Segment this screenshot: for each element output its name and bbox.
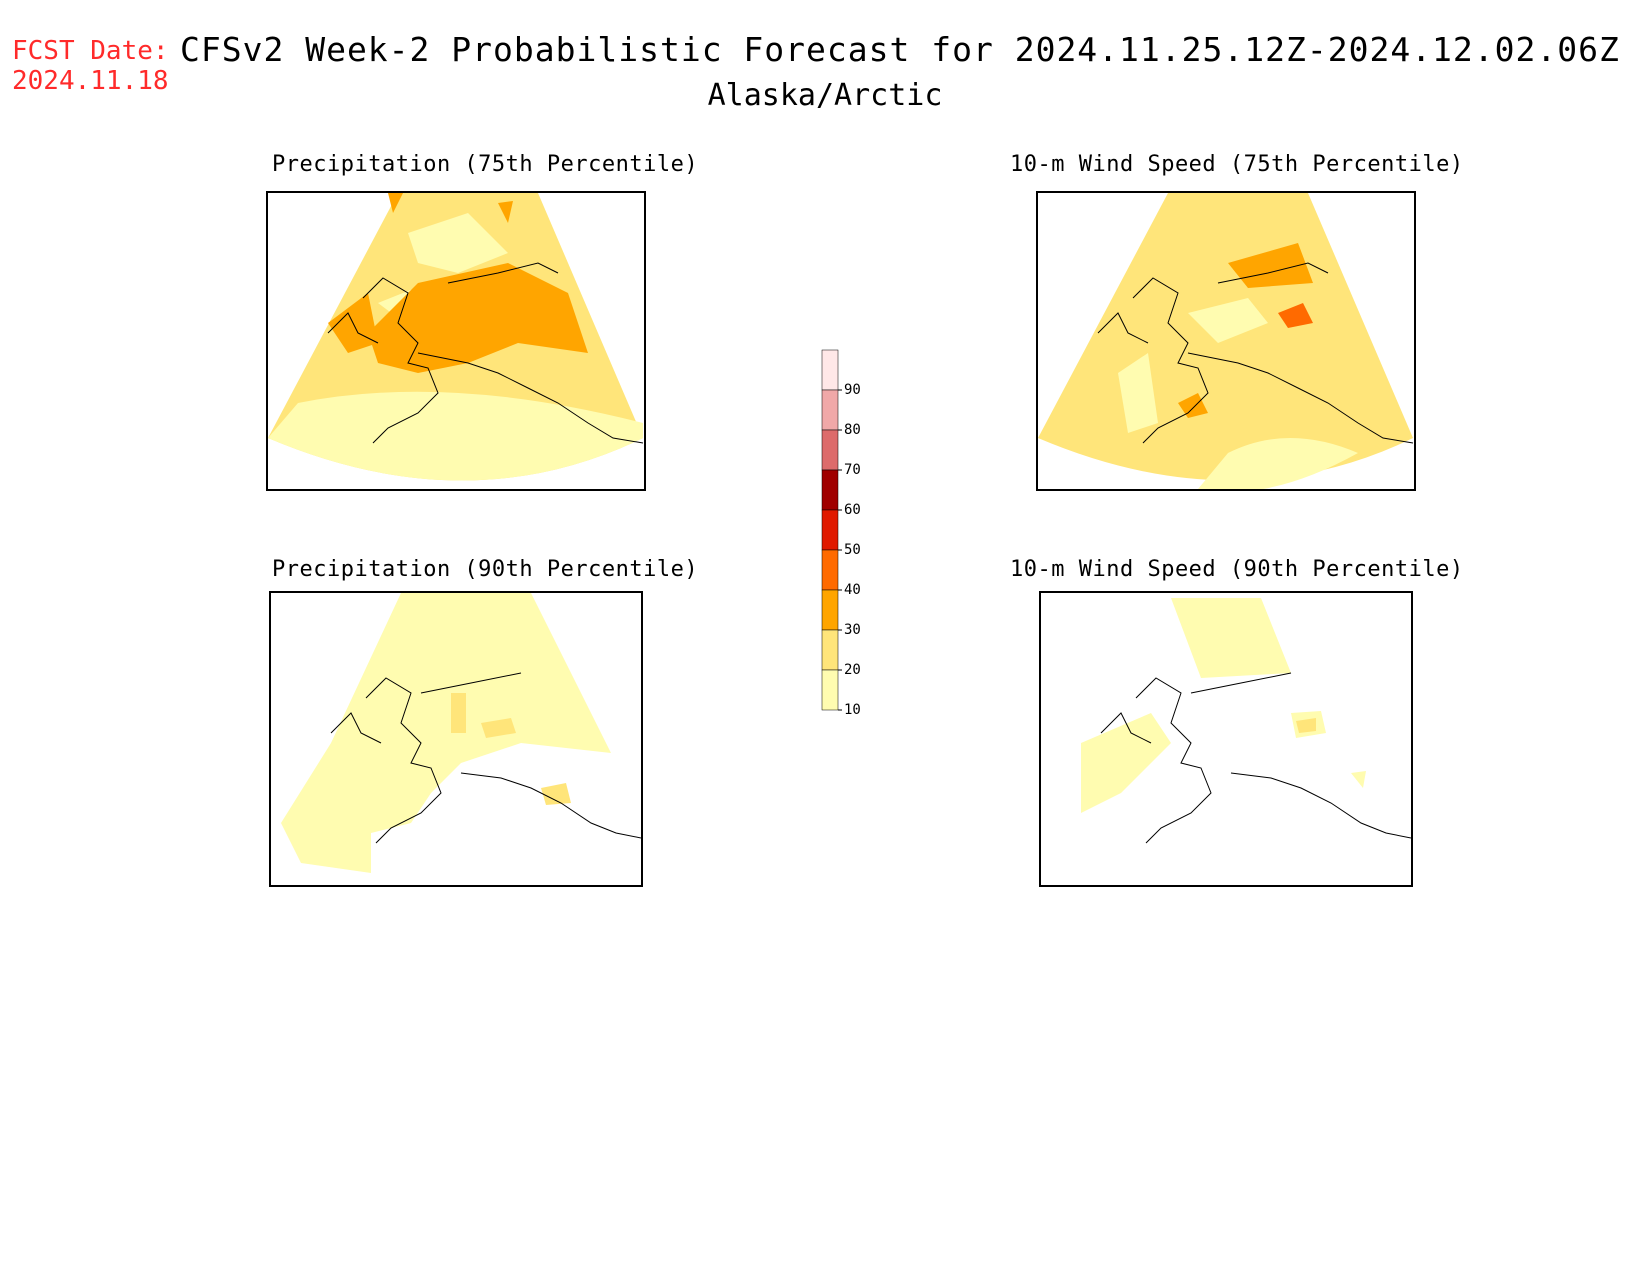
region-subtitle: Alaska/Arctic (707, 78, 943, 113)
legend-tick-label: 90 (844, 382, 861, 398)
legend-tick-label: 80 (844, 422, 861, 438)
panel-title-wind-90: 10-m Wind Speed (90th Percentile) (1010, 557, 1464, 582)
legend-tick-label: 20 (844, 662, 861, 678)
page-title: CFSv2 Week-2 Probabilistic Forecast for … (0, 30, 1650, 69)
forecast-date-value: 2024.11.18 (12, 66, 169, 96)
legend-tick-label: 30 (844, 622, 861, 638)
legend-swatch (821, 349, 839, 391)
legend-swatch (821, 549, 839, 591)
map-precip-90 (269, 591, 643, 887)
legend-tick-label: 40 (844, 582, 861, 598)
legend-swatch (821, 669, 839, 711)
legend-tick-label: 60 (844, 502, 861, 518)
forecast-date-label: FCST Date: (12, 36, 169, 66)
legend-swatch (821, 389, 839, 431)
panel-title-wind-75: 10-m Wind Speed (75th Percentile) (1010, 152, 1464, 177)
forecast-date-block: FCST Date: 2024.11.18 (12, 36, 169, 96)
legend-tick-label: 70 (844, 462, 861, 478)
legend-swatch (821, 469, 839, 511)
legend-swatch (821, 629, 839, 671)
legend-tick-label: 10 (844, 702, 861, 718)
legend-swatch (821, 589, 839, 631)
legend-swatch (821, 429, 839, 471)
legend-tick-label: 50 (844, 542, 861, 558)
title-text: CFSv2 Week-2 Probabilistic Forecast for … (180, 30, 1620, 69)
panel-title-precip-90: Precipitation (90th Percentile) (272, 557, 699, 582)
map-wind-75 (1036, 191, 1416, 491)
panel-title-precip-75: Precipitation (75th Percentile) (272, 152, 699, 177)
map-wind-90 (1039, 591, 1413, 887)
color-legend: 10 20 30 40 50 60 70 80 90 (820, 330, 900, 750)
map-precip-75 (266, 191, 646, 491)
legend-swatch (821, 509, 839, 551)
